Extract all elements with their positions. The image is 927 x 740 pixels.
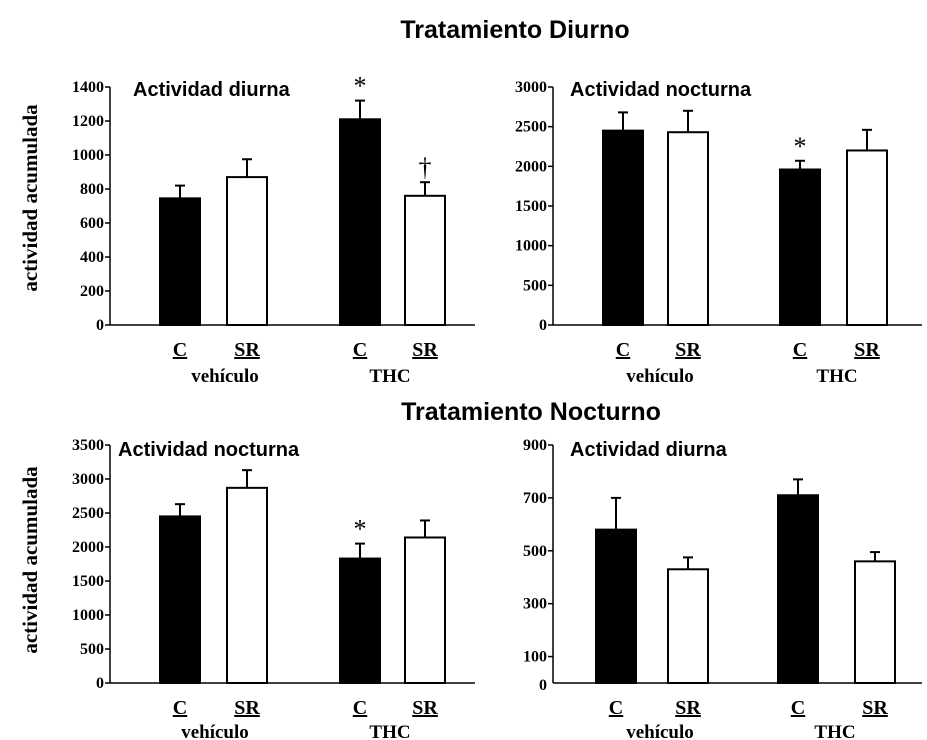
y-tick-label: 0 bbox=[539, 317, 547, 334]
y-tick-label: 1000 bbox=[515, 238, 547, 255]
bar bbox=[846, 149, 888, 326]
y-tick-label: 400 bbox=[80, 249, 104, 266]
bar bbox=[667, 568, 709, 684]
bar bbox=[854, 560, 896, 684]
chart-4: 100 300 500 700 900 0 Actividad diurna C SR C SR ve… bbox=[523, 437, 922, 740]
significance-marker: * bbox=[354, 515, 367, 544]
category-label: SR bbox=[675, 697, 701, 719]
category-label: SR bbox=[234, 697, 260, 719]
chart-title: Actividad diurna bbox=[570, 439, 728, 461]
y-tick-label: 2500 bbox=[72, 505, 104, 522]
y-tick-label: 0 bbox=[539, 677, 547, 694]
bar bbox=[404, 536, 446, 684]
category-label: C bbox=[793, 339, 807, 361]
category-label: C bbox=[353, 697, 367, 719]
y-tick-label: 1500 bbox=[515, 198, 547, 215]
bar bbox=[595, 528, 637, 684]
chart-title: Actividad nocturna bbox=[570, 79, 752, 101]
group-label: vehículo bbox=[626, 722, 694, 740]
significance-marker: † bbox=[419, 153, 432, 182]
y-tick-label: 100 bbox=[523, 649, 547, 666]
bar bbox=[404, 194, 446, 326]
section-title-nocturno: Tratamiento Nocturno bbox=[401, 398, 661, 426]
y-tick-label: 0 bbox=[96, 317, 104, 334]
bar bbox=[339, 118, 381, 326]
y-axis-label-top: actividad acumulada bbox=[18, 104, 42, 292]
bar bbox=[226, 176, 268, 326]
y-tick-label: 2000 bbox=[515, 158, 547, 175]
significance-marker: * bbox=[794, 132, 807, 161]
category-label: SR bbox=[854, 339, 880, 361]
y-tick-label: 1200 bbox=[72, 113, 104, 130]
chart-2: 0 500 1000 1500 2000 2500 3000 Actividad noctur… bbox=[515, 79, 922, 387]
y-tick-label: 800 bbox=[80, 181, 104, 198]
chart-3: 0 500 1000 1500 2000 2500 3000 3500 Actividad no… bbox=[72, 437, 475, 740]
category-label: SR bbox=[412, 697, 438, 719]
group-label: vehículo bbox=[181, 722, 249, 740]
category-label: C bbox=[609, 697, 623, 719]
bar bbox=[159, 197, 201, 327]
y-tick-label: 500 bbox=[523, 277, 547, 294]
y-tick-label: 2500 bbox=[515, 119, 547, 136]
bar bbox=[339, 557, 381, 684]
category-label: C bbox=[791, 697, 805, 719]
group-label: THC bbox=[369, 722, 410, 740]
y-tick-label: 500 bbox=[80, 641, 104, 658]
category-label: C bbox=[173, 697, 187, 719]
section-title-diurno: Tratamiento Diurno bbox=[400, 16, 629, 44]
significance-marker: * bbox=[354, 72, 367, 101]
y-tick-label: 3000 bbox=[515, 79, 547, 96]
y-tick-label: 1400 bbox=[72, 79, 104, 96]
y-tick-label: 3500 bbox=[72, 437, 104, 454]
group-label: THC bbox=[816, 366, 857, 387]
y-tick-label: 500 bbox=[523, 543, 547, 560]
bar bbox=[779, 168, 821, 326]
y-tick-label: 3000 bbox=[72, 471, 104, 488]
y-tick-label: 1000 bbox=[72, 607, 104, 624]
bar bbox=[159, 515, 201, 685]
chart-1: 0 200 400 600 800 1000 1200 1400 Actividad diurn… bbox=[72, 72, 475, 387]
chart-title: Actividad diurna bbox=[133, 79, 291, 101]
bar bbox=[667, 131, 709, 326]
group-label: vehículo bbox=[191, 366, 259, 387]
bar bbox=[602, 129, 644, 326]
category-label: SR bbox=[234, 339, 260, 361]
group-label: THC bbox=[814, 722, 855, 740]
y-axis-label-bottom: actividad acumulada bbox=[18, 466, 42, 654]
chart-title: Actividad nocturna bbox=[118, 439, 300, 461]
y-tick-label: 0 bbox=[96, 675, 104, 692]
bar bbox=[777, 494, 819, 684]
y-tick-label: 2000 bbox=[72, 539, 104, 556]
category-label: SR bbox=[412, 339, 438, 361]
y-tick-label: 600 bbox=[80, 215, 104, 232]
y-tick-label: 1500 bbox=[72, 573, 104, 590]
y-tick-label: 200 bbox=[80, 283, 104, 300]
bar bbox=[226, 486, 268, 684]
group-label: vehículo bbox=[626, 366, 694, 387]
category-label: SR bbox=[862, 697, 888, 719]
category-label: C bbox=[616, 339, 630, 361]
y-tick-label: 1000 bbox=[72, 147, 104, 164]
category-label: SR bbox=[675, 339, 701, 361]
y-tick-label: 900 bbox=[523, 437, 547, 454]
y-tick-label: 300 bbox=[523, 596, 547, 613]
group-label: THC bbox=[369, 366, 410, 387]
category-label: C bbox=[173, 339, 187, 361]
y-tick-label: 700 bbox=[523, 490, 547, 507]
category-label: C bbox=[353, 339, 367, 361]
